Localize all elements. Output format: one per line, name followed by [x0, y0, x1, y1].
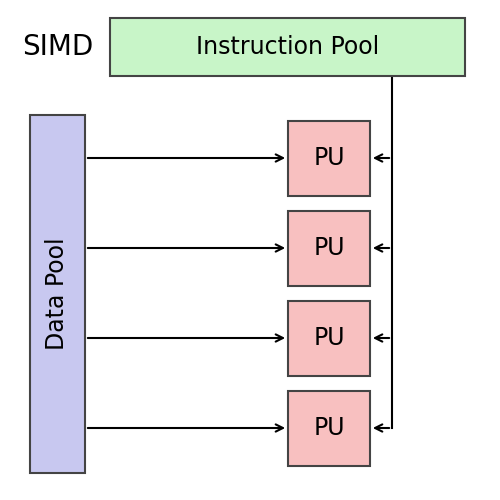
- Text: PU: PU: [313, 236, 345, 260]
- Bar: [30, 115, 85, 473]
- Text: Data Pool: Data Pool: [46, 238, 70, 350]
- Text: PU: PU: [313, 146, 345, 170]
- Bar: [288, 390, 370, 466]
- Text: SIMD: SIMD: [22, 33, 93, 61]
- Text: PU: PU: [313, 326, 345, 350]
- Text: Instruction Pool: Instruction Pool: [196, 35, 379, 59]
- Bar: [288, 300, 370, 376]
- Bar: [288, 210, 370, 286]
- Bar: [110, 18, 465, 76]
- Bar: [288, 120, 370, 196]
- Text: PU: PU: [313, 416, 345, 440]
